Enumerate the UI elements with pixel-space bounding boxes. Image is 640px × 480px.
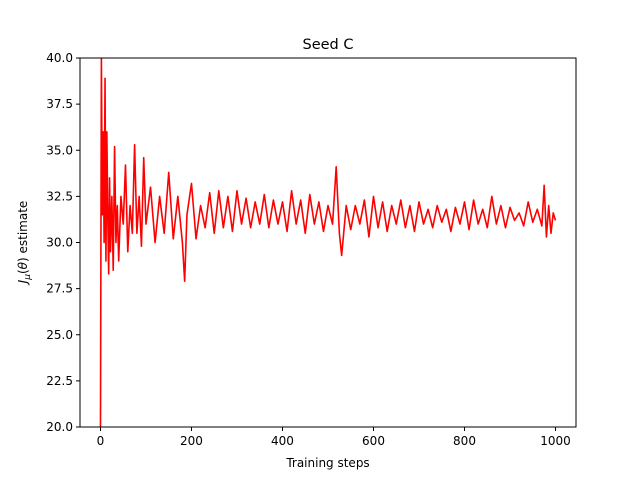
x-axis-label: Training steps	[285, 456, 369, 470]
x-tick-label: 600	[362, 434, 385, 448]
data-layer	[99, 58, 557, 427]
x-tick-label: 800	[453, 434, 476, 448]
x-tick-label: 200	[180, 434, 203, 448]
y-tick-label: 27.5	[46, 282, 73, 296]
y-tick-label: 40.0	[46, 51, 73, 65]
x-tick-label: 400	[271, 434, 294, 448]
y-tick-label: 30.0	[46, 236, 73, 250]
series-line-0	[99, 58, 557, 427]
x-tick-label: 0	[97, 434, 105, 448]
x-tick-label: 1000	[540, 434, 571, 448]
y-tick-label: 20.0	[46, 420, 73, 434]
x-axis-ticks: 0 200 400 600 800 1000	[97, 427, 571, 448]
y-tick-label: 35.0	[46, 143, 73, 157]
y-tick-label: 37.5	[46, 97, 73, 111]
y-tick-label: 25.0	[46, 328, 73, 342]
y-tick-label: 22.5	[46, 374, 73, 388]
y-axis-label: Jμ(θ) estimate	[16, 201, 33, 286]
y-axis-ticks: 20.0 22.5 25.0 27.5 30.0 32.5 35.0 37.5 40.0	[46, 51, 80, 434]
plot-area	[80, 58, 576, 427]
y-tick-label: 32.5	[46, 189, 73, 203]
chart-title: Seed C	[303, 37, 354, 53]
